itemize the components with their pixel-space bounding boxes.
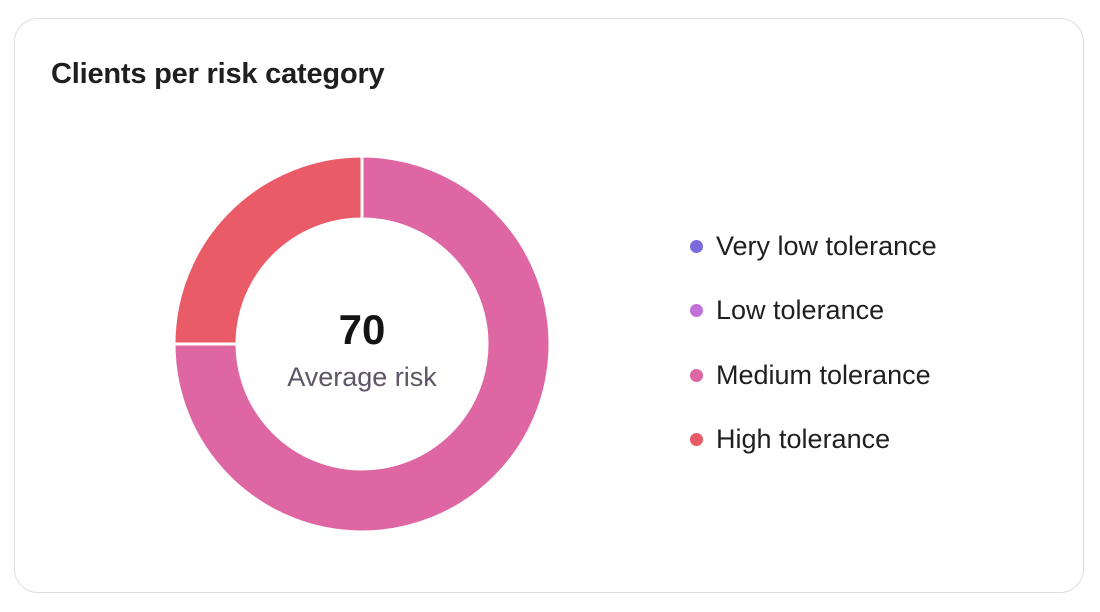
donut-slice-medium-tolerance[interactable] xyxy=(172,154,552,534)
legend-dot-icon xyxy=(690,304,703,317)
chart-legend: Very low tolerance Low tolerance Medium to… xyxy=(690,224,937,482)
legend-label: High tolerance xyxy=(716,424,891,454)
donut-chart xyxy=(172,154,552,534)
legend-item-high-tolerance[interactable]: High tolerance xyxy=(690,418,937,462)
legend-dot-icon xyxy=(690,368,703,382)
average-risk-label: Average risk xyxy=(287,362,437,392)
legend-item-medium-tolerance[interactable]: Medium tolerance xyxy=(690,353,937,397)
legend-label: Medium tolerance xyxy=(716,359,931,390)
legend-dot-icon xyxy=(690,433,703,446)
legend-item-very-low-tolerance[interactable]: Very low tolerance xyxy=(690,224,937,268)
legend-dot-icon xyxy=(690,239,703,253)
legend-label: Very low tolerance xyxy=(716,230,937,261)
card-title: Clients per risk category xyxy=(51,58,385,90)
legend-item-low-tolerance[interactable]: Low tolerance xyxy=(690,289,937,333)
donut-slice-high-tolerance[interactable] xyxy=(172,154,364,346)
legend-label: Low tolerance xyxy=(716,295,885,325)
average-risk-value: 70 xyxy=(338,306,386,353)
